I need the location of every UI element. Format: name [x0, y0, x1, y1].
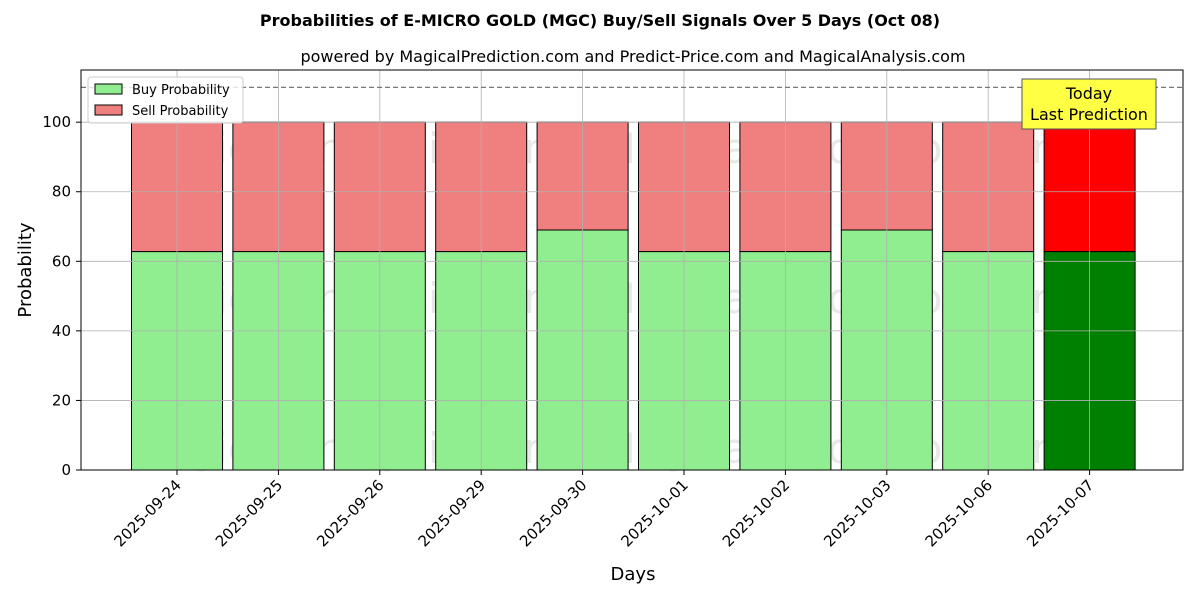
today-annotation-line2: Last Prediction — [1030, 105, 1148, 124]
y-axis-label: Probability — [15, 222, 36, 317]
legend: Buy Probability Sell Probability — [87, 76, 244, 124]
today-annotation: Today Last Prediction — [1021, 78, 1157, 130]
x-axis: 2025-09-24 2025-09-25 2025-09-26 2025-09-29… — [110, 470, 1097, 550]
x-tick-label: 2025-09-29 — [415, 476, 489, 550]
y-tick-label: 60 — [52, 252, 71, 270]
today-annotation-box — [1021, 78, 1157, 130]
legend-swatch-buy — [94, 83, 123, 95]
x-tick-label: 2025-10-02 — [719, 476, 793, 550]
x-tick-label: 2025-09-26 — [313, 476, 387, 550]
x-tick-label: 2025-10-01 — [617, 476, 691, 550]
y-tick-label: 100 — [42, 113, 71, 131]
today-annotation-line1: Today — [1065, 84, 1112, 103]
y-tick-label: 40 — [52, 322, 71, 340]
x-tick-label: 2025-09-24 — [110, 476, 184, 550]
x-axis-label: Days — [611, 564, 656, 585]
chart-title: Probabilities of E-MICRO GOLD (MGC) Buy/… — [260, 11, 940, 30]
y-tick-label: 80 — [52, 183, 71, 201]
y-tick-label: 20 — [52, 391, 71, 409]
legend-label-sell: Sell Probability — [132, 104, 229, 119]
y-axis: 0 20 40 60 80 100 — [42, 113, 81, 479]
y-tick-label: 0 — [61, 461, 71, 479]
plot-frame — [80, 69, 1184, 471]
legend-label-buy: Buy Probability — [132, 83, 230, 98]
x-tick-label: 2025-10-07 — [1023, 476, 1097, 550]
legend-box — [87, 76, 244, 124]
x-tick-label: 2025-10-06 — [922, 476, 996, 550]
x-tick-label: 2025-09-25 — [212, 476, 286, 550]
chart-subtitle: powered by MagicalPrediction.com and Pre… — [300, 47, 965, 66]
x-tick-label: 2025-09-30 — [516, 476, 590, 550]
legend-swatch-sell — [94, 104, 123, 116]
x-tick-label: 2025-10-03 — [820, 476, 894, 550]
